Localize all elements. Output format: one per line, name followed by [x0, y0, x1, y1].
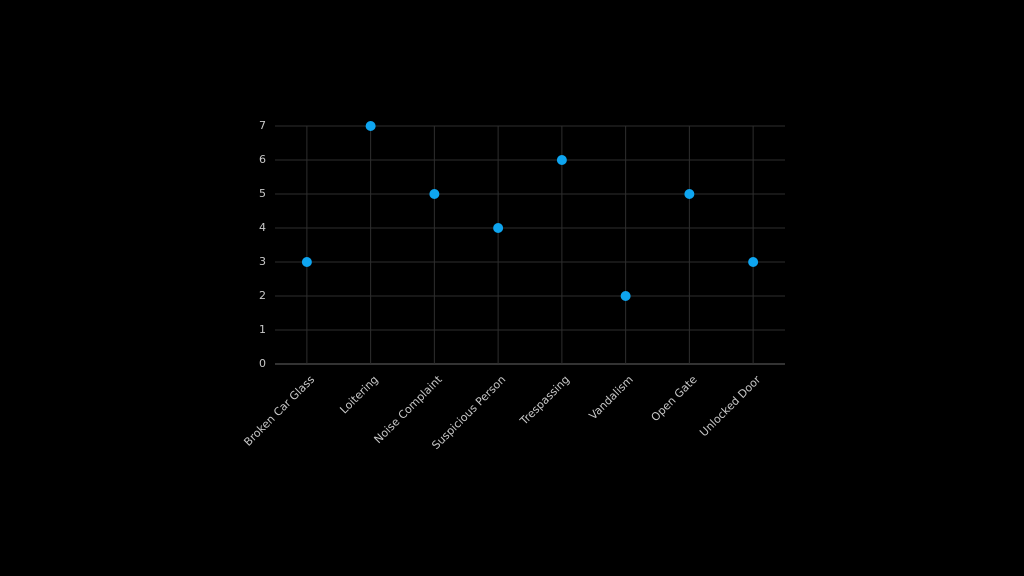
y-tick-label: 0	[259, 357, 266, 370]
point	[620, 291, 631, 301]
point	[556, 155, 567, 165]
point	[748, 257, 759, 267]
point	[365, 121, 376, 131]
y-tick-label: 7	[259, 119, 266, 132]
point	[301, 257, 312, 267]
y-tick-label: 6	[259, 153, 266, 166]
point	[684, 189, 695, 199]
y-tick-label: 2	[259, 289, 266, 302]
point	[429, 189, 440, 199]
y-tick-label: 3	[259, 255, 266, 268]
y-tick-label: 1	[259, 323, 266, 336]
y-tick-label: 4	[259, 221, 266, 234]
y-tick-label: 5	[259, 187, 266, 200]
point	[493, 223, 504, 233]
